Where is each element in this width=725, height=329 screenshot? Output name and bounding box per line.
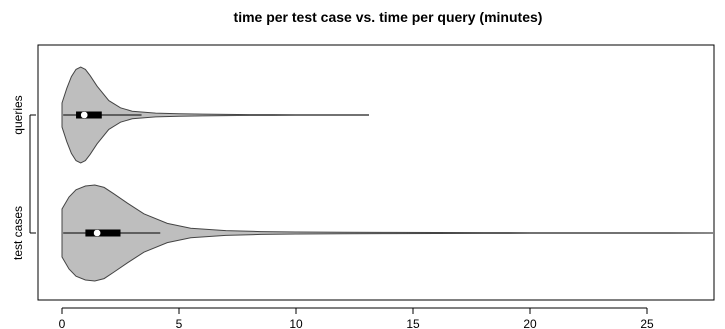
violin-group <box>61 66 713 282</box>
iqr-box-queries <box>76 111 102 119</box>
plot-area <box>37 44 715 301</box>
x-axis: 0 5 10 15 20 25 <box>59 307 654 329</box>
violin-queries <box>61 66 369 164</box>
iqr-box-test-cases <box>85 229 121 237</box>
chart-title: time per test case vs. time per query (m… <box>234 9 543 25</box>
x-tick-label: 0 <box>59 317 66 329</box>
x-tick-label: 5 <box>176 317 183 329</box>
violin-test-cases <box>61 184 713 282</box>
x-tick-label: 25 <box>640 317 654 329</box>
x-tick-label: 15 <box>406 317 420 329</box>
median-point-test-cases <box>93 229 101 237</box>
y-tick-label: test cases <box>11 206 25 260</box>
x-tick-label: 20 <box>523 317 537 329</box>
y-axis: queries test cases <box>11 95 36 260</box>
x-tick-label: 10 <box>289 317 303 329</box>
y-tick-label: queries <box>11 95 25 134</box>
median-point-queries <box>80 111 89 119</box>
